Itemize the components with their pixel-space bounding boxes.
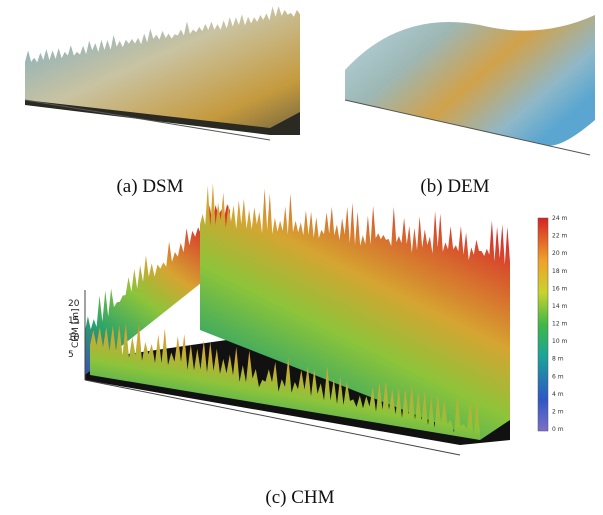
colorbar-label: 10 m — [552, 338, 568, 345]
colorbar-label: 0 m — [552, 426, 564, 433]
z-tick-label: 20 — [68, 299, 80, 309]
colorbar-label: 18 m — [552, 268, 568, 275]
colorbar-label: 16 m — [552, 285, 568, 292]
figure: (a) DSM (b) DEM (c) CHM CHM [m] 20151052… — [0, 0, 603, 515]
colorbar-label: 20 m — [552, 250, 568, 257]
colorbar-label: 14 m — [552, 303, 568, 310]
surface — [345, 15, 595, 146]
caption: (b) DEM — [420, 176, 489, 197]
colorbar-label: 4 m — [552, 391, 564, 398]
colorbar-label: 22 m — [552, 233, 568, 240]
surfaces — [25, 6, 595, 455]
z-tick-label: 10 — [68, 333, 80, 343]
colorbar — [538, 218, 548, 431]
z-tick-label: 15 — [68, 316, 79, 326]
colorbar-label: 24 m — [552, 215, 568, 222]
colorbar-label: 8 m — [552, 356, 564, 363]
colorbar-label: 6 m — [552, 373, 564, 380]
caption: (a) DSM — [116, 176, 183, 197]
colorbar-label: 2 m — [552, 408, 564, 415]
z-tick-label: 5 — [68, 350, 74, 360]
colorbar-label: 12 m — [552, 321, 568, 328]
figure-canvas: (a) DSM (b) DEM (c) CHM CHM [m] 20151052… — [0, 0, 603, 515]
caption: (c) CHM — [265, 487, 334, 508]
